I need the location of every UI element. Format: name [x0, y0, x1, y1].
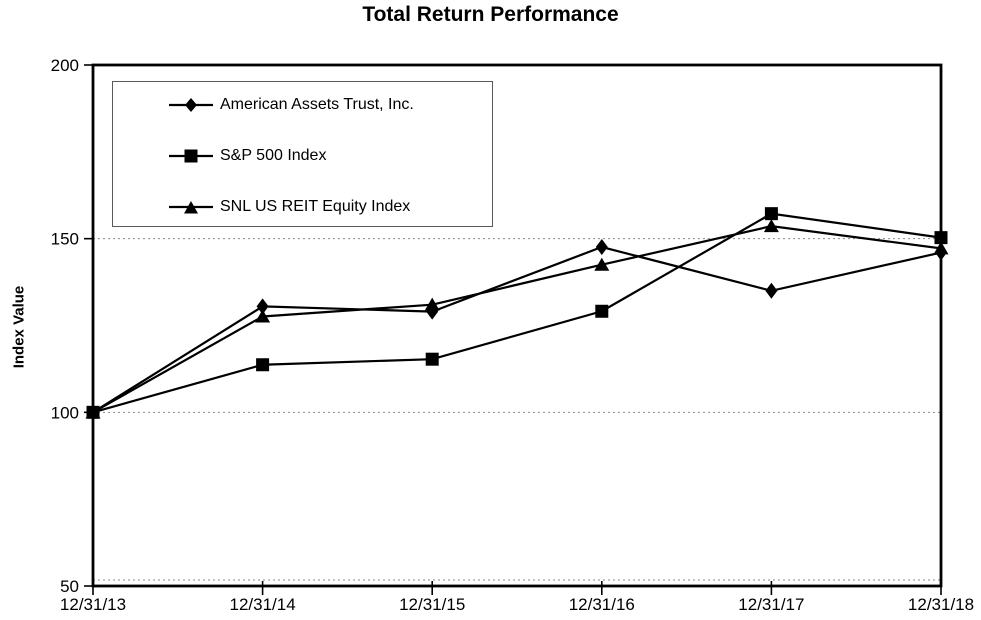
y-axis-tick-label: 150	[51, 230, 79, 249]
y-axis-tick-label: 50	[60, 577, 79, 596]
x-axis-tick-label: 12/31/17	[738, 595, 804, 614]
triangle-marker-icon	[594, 257, 610, 271]
triangle-marker-icon	[169, 201, 213, 214]
diamond-marker-icon	[426, 303, 439, 320]
square-marker-icon	[256, 358, 270, 372]
legend: American Assets Trust, Inc. S&P 500 Inde…	[112, 81, 493, 227]
diamond-marker-icon	[169, 98, 213, 112]
square-marker-icon	[425, 352, 439, 366]
x-axis-tick-label: 12/31/15	[399, 595, 465, 614]
triangle-marker-icon	[763, 219, 779, 233]
diamond-marker-icon	[87, 404, 99, 421]
x-axis-tick-label: 12/31/13	[60, 595, 126, 614]
x-axis-tick-label: 12/31/18	[908, 595, 974, 614]
chart-title: Total Return Performance	[362, 3, 619, 26]
series-line	[92, 245, 942, 414]
legend-entry-american-assets-trust: American Assets Trust, Inc.	[168, 94, 414, 116]
diamond-marker-icon	[935, 244, 947, 261]
triangle-marker-icon	[255, 309, 271, 323]
diamond-marker-icon	[595, 239, 608, 256]
square-marker-icon	[169, 149, 213, 163]
y-axis-tick-label: 200	[51, 56, 79, 75]
legend-label: SNL US REIT Equity Index	[220, 198, 411, 215]
y-axis-tick-label: 100	[51, 403, 79, 422]
legend-entry-snl-us-reit: SNL US REIT Equity Index	[168, 196, 410, 218]
x-axis-tick-label: 12/31/16	[569, 595, 635, 614]
series-line	[92, 225, 942, 414]
diamond-marker-icon	[256, 298, 269, 315]
diamond-marker-icon	[765, 282, 778, 299]
series-line	[92, 212, 942, 414]
x-axis-tick-label: 12/31/14	[230, 595, 296, 614]
legend-label: American Assets Trust, Inc.	[220, 96, 414, 113]
plot-border	[91, 63, 943, 588]
square-marker-icon	[595, 304, 609, 318]
square-marker-icon	[764, 207, 778, 221]
legend-label: S&P 500 Index	[220, 147, 327, 164]
square-marker-icon	[934, 231, 948, 245]
legend-entry-sp500: S&P 500 Index	[168, 145, 326, 167]
